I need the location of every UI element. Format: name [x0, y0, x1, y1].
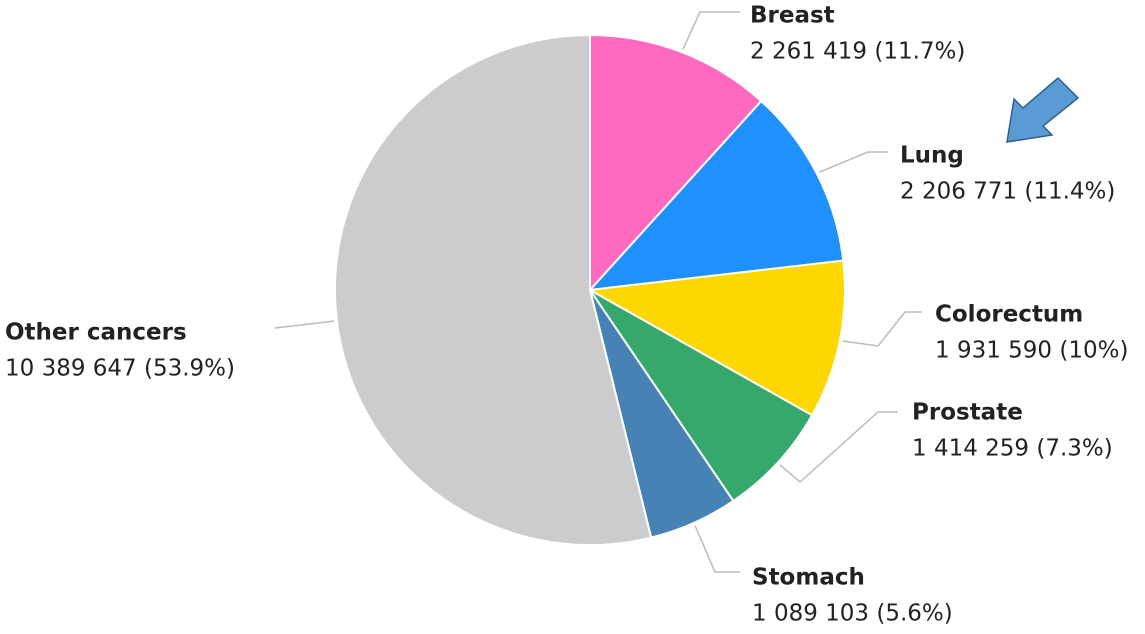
- pie-slice: [586, 259, 846, 417]
- pie-slice: [587, 99, 845, 292]
- leader-line: [274, 320, 334, 329]
- slice-label: Stomach: [752, 565, 865, 591]
- pie-slice: [334, 33, 653, 546]
- pie-slice: [589, 289, 814, 503]
- slice-label: Colorectum: [935, 302, 1083, 328]
- slice-label: Breast: [750, 3, 835, 29]
- slice-label: Prostate: [912, 400, 1023, 426]
- slice-value-label: 2 206 771 (11.4%): [900, 179, 1115, 205]
- slice-value-label: 1 089 103 (5.6%): [752, 601, 953, 627]
- slice-label: Other cancers: [5, 320, 187, 346]
- leader-line: [842, 311, 922, 347]
- leader-line: [779, 411, 898, 483]
- slice-value-label: 1 414 259 (7.3%): [912, 436, 1113, 462]
- leader-line: [694, 525, 740, 573]
- slice-value-label: 10 389 647 (53.9%): [5, 356, 235, 382]
- leader-line: [819, 151, 888, 173]
- slice-value-label: 1 931 590 (10%): [935, 338, 1128, 364]
- leader-line: [682, 11, 740, 50]
- slice-label: Lung: [900, 143, 964, 169]
- slice-value-label: 2 261 419 (11.7%): [750, 39, 965, 65]
- pie-slice: [589, 33, 763, 293]
- pointer-arrow: [1006, 76, 1080, 143]
